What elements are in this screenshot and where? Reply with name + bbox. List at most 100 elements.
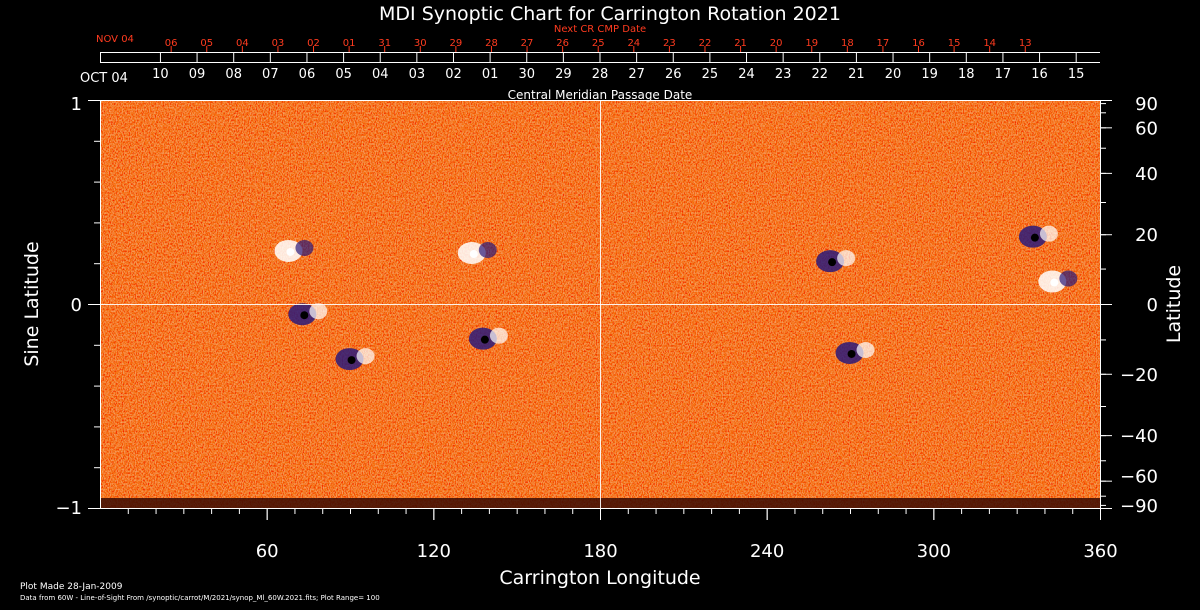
cmp-date-label: 21 xyxy=(848,67,865,82)
y-axis-left-title: Sine Latitude xyxy=(21,241,43,366)
active-region-companion xyxy=(295,239,314,256)
next-cmp-date-label: 31 xyxy=(378,38,391,49)
cmp-date-label: 23 xyxy=(775,67,792,82)
y-right-tick-label: −20 xyxy=(1120,365,1158,386)
active-region-companion xyxy=(309,303,328,320)
active-region-core xyxy=(1050,278,1059,287)
cmp-date-label: 16 xyxy=(1031,67,1048,82)
next-cmp-date-label: 06 xyxy=(165,38,178,49)
next-cmp-date-label: 17 xyxy=(877,38,890,49)
next-axis-label: Next CR CMP Date xyxy=(554,24,646,35)
x-tick-label: 240 xyxy=(750,541,784,562)
next-cmp-date-label: 22 xyxy=(699,38,712,49)
y-left-tick-label: −1 xyxy=(55,498,82,519)
y-left-tick-label: 1 xyxy=(71,94,82,115)
next-cmp-date-label: 18 xyxy=(841,38,854,49)
x-tick-label: 180 xyxy=(583,541,617,562)
cmp-date-label: 04 xyxy=(372,67,389,82)
y-left-tick-label: 0 xyxy=(71,295,82,316)
cmp-date-axis: 10 09 08 07 06 05 04 03 02 01 30 29 28 27 26 25 24 23 22 21… xyxy=(100,52,1100,82)
x-axis-title: Carrington Longitude xyxy=(499,567,700,589)
cmp-date-label: 09 xyxy=(189,67,206,82)
next-cmp-date-label: 13 xyxy=(1019,38,1032,49)
next-cmp-date-label: 04 xyxy=(236,38,249,49)
x-tick-label: 120 xyxy=(417,541,451,562)
next-cmp-date-label: 30 xyxy=(414,38,427,49)
active-region-companion xyxy=(356,348,375,365)
next-cmp-date-label: 24 xyxy=(627,38,640,49)
active-region-companion xyxy=(837,250,856,267)
cmp-date-label: 07 xyxy=(262,67,279,82)
y-right-tick-label: 40 xyxy=(1135,164,1158,185)
cmp-date-label: 02 xyxy=(445,67,462,82)
active-region-core xyxy=(480,335,489,344)
y-right-tick-label: 90 xyxy=(1135,94,1158,115)
cmp-date-label: 30 xyxy=(518,67,535,82)
cmp-axis-start-label: OCT 04 xyxy=(80,71,128,86)
next-cmp-date-label: 19 xyxy=(805,38,818,49)
active-regions xyxy=(274,225,1078,371)
active-region-core xyxy=(828,258,837,267)
active-region-core xyxy=(469,250,478,258)
y-right-tick-label: −40 xyxy=(1120,426,1158,447)
cmp-date-label: 10 xyxy=(152,67,169,82)
cmp-date-label: 01 xyxy=(482,67,499,82)
next-cmp-date-label: 29 xyxy=(450,38,463,49)
y-axis-sine-latitude: 1 0 −1 xyxy=(55,94,100,519)
x-axis: 60 120 180 240 300 360 xyxy=(127,508,1118,562)
active-region-core xyxy=(286,247,295,256)
active-region-core xyxy=(347,356,356,365)
plot-made-note: Plot Made 28-Jan-2009 xyxy=(20,582,123,592)
cmp-axis-label: Central Meridian Passage Date xyxy=(508,88,693,102)
cmp-date-label: 26 xyxy=(665,67,682,82)
active-region-companion xyxy=(856,341,875,358)
active-region-companion xyxy=(1059,270,1078,287)
cmp-date-label: 15 xyxy=(1068,67,1085,82)
cmp-date-label: 27 xyxy=(628,67,645,82)
next-axis-start-label: NOV 04 xyxy=(96,34,134,45)
cmp-date-label: 19 xyxy=(921,67,938,82)
next-cmp-date-label: 28 xyxy=(485,38,498,49)
next-cmp-date-label: 02 xyxy=(307,38,320,49)
cmp-date-label: 05 xyxy=(335,67,352,82)
cmp-date-label: 25 xyxy=(702,67,719,82)
active-region-core xyxy=(847,349,856,358)
next-cmp-date-label: 21 xyxy=(734,38,747,49)
cmp-date-label: 03 xyxy=(409,67,426,82)
y-right-tick-label: 60 xyxy=(1135,118,1158,139)
data-source-note: Data from 60W - Line-of-Sight From /syno… xyxy=(20,594,380,602)
y-right-tick-label: −90 xyxy=(1120,496,1158,517)
cmp-date-label: 28 xyxy=(592,67,609,82)
cmp-date-label: 18 xyxy=(958,67,975,82)
cmp-date-label: 24 xyxy=(738,67,755,82)
next-cmp-date-label: 27 xyxy=(521,38,534,49)
next-cmp-date-label: 03 xyxy=(272,38,285,49)
active-region-core xyxy=(300,311,309,320)
next-cmp-date-label: 01 xyxy=(343,38,356,49)
x-tick-label: 360 xyxy=(1083,541,1117,562)
active-region-companion xyxy=(1039,225,1058,242)
next-cmp-date-label: 15 xyxy=(948,38,961,49)
y-right-tick-label: 0 xyxy=(1147,295,1158,316)
cmp-date-label: 20 xyxy=(885,67,902,82)
next-cmp-date-label: 14 xyxy=(983,38,996,49)
next-cmp-date-axis: 06 05 04 03 02 01 31 30 29 28 27 26 25 24 23 22 21 20 19 18… xyxy=(100,38,1100,53)
y-right-tick-label: 20 xyxy=(1135,225,1158,246)
y-right-tick-label: −60 xyxy=(1120,467,1158,488)
y-axis-right-title: Latitude xyxy=(1163,265,1185,343)
active-region-companion xyxy=(489,327,508,344)
cmp-date-label: 17 xyxy=(995,67,1012,82)
cmp-date-label: 06 xyxy=(299,67,316,82)
active-region-companion xyxy=(478,242,497,258)
next-cmp-date-label: 25 xyxy=(592,38,605,49)
x-tick-label: 300 xyxy=(917,541,951,562)
x-tick-label: 60 xyxy=(256,541,279,562)
active-region-core xyxy=(1030,233,1039,242)
y-axis-latitude: 90 60 40 20 0 −20 −40 −60 −90 xyxy=(1100,94,1158,517)
next-cmp-date-label: 05 xyxy=(200,38,213,49)
cmp-date-label: 08 xyxy=(225,67,242,82)
next-cmp-date-label: 23 xyxy=(663,38,676,49)
cmp-date-label: 22 xyxy=(812,67,829,82)
next-cmp-date-label: 20 xyxy=(770,38,783,49)
